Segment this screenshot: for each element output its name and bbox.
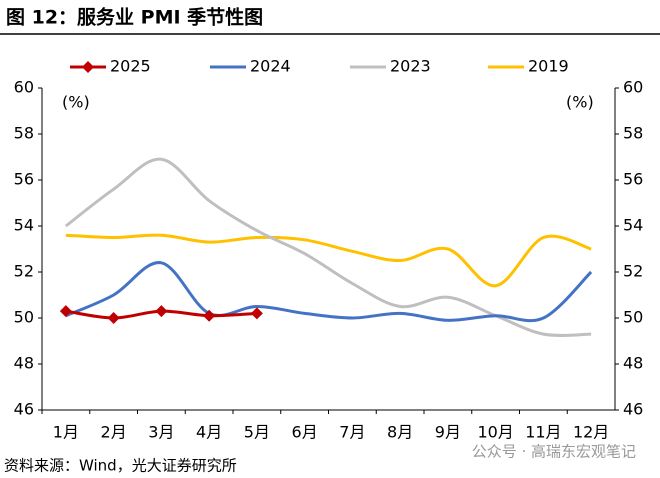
series-line	[64, 157, 592, 337]
y2-tick-label: 50	[623, 308, 643, 327]
legend-label: 2024	[250, 57, 291, 76]
marker	[155, 305, 168, 318]
x-tick-label: 3月	[148, 423, 174, 442]
y2-tick-label: 52	[623, 262, 643, 281]
x-tick-label: 9月	[435, 423, 461, 442]
y-tick-label: 52	[14, 262, 34, 281]
marker	[250, 307, 263, 320]
x-tick-label: 12月	[573, 423, 609, 442]
marker	[203, 309, 216, 322]
y-tick-label: 58	[14, 124, 34, 143]
y2-tick-label: 46	[623, 400, 643, 419]
watermark: 公众号 · 高瑞东宏观笔记	[472, 443, 636, 461]
x-tick-label: 2月	[101, 423, 127, 442]
y-tick-label: 54	[14, 216, 34, 235]
legend-label: 2023	[390, 57, 431, 76]
marker	[59, 305, 72, 318]
x-tick-label: 1月	[53, 423, 79, 442]
y2-tick-label: 54	[623, 216, 643, 235]
marker	[107, 312, 120, 324]
x-tick-label: 11月	[525, 423, 561, 442]
y2-tick-label: 48	[623, 354, 643, 373]
y2-axis-label: (%)	[566, 93, 594, 112]
y2-tick-label: 58	[623, 124, 643, 143]
legend-label: 2019	[528, 57, 569, 76]
legend-marker	[82, 61, 94, 73]
x-tick-label: 4月	[196, 423, 222, 442]
y-tick-label: 60	[14, 78, 34, 97]
chart-title: 图 12：服务业 PMI 季节性图	[6, 6, 263, 29]
y2-tick-label: 56	[623, 170, 643, 189]
x-tick-label: 8月	[387, 423, 413, 442]
legend-label: 2025	[110, 57, 151, 76]
x-tick-label: 7月	[339, 423, 365, 442]
x-tick-label: 10月	[477, 423, 513, 442]
source: 资料来源：Wind，光大证券研究所	[4, 457, 237, 475]
series-line	[65, 261, 593, 323]
y-tick-label: 50	[14, 308, 34, 327]
x-tick-label: 6月	[292, 423, 318, 442]
series-line	[65, 233, 592, 288]
x-tick-label: 5月	[244, 423, 270, 442]
y-tick-label: 48	[14, 354, 34, 373]
y-tick-label: 56	[14, 170, 34, 189]
y2-tick-label: 60	[623, 78, 643, 97]
y-axis-label: (%)	[62, 93, 90, 112]
y-tick-label: 46	[14, 400, 34, 419]
